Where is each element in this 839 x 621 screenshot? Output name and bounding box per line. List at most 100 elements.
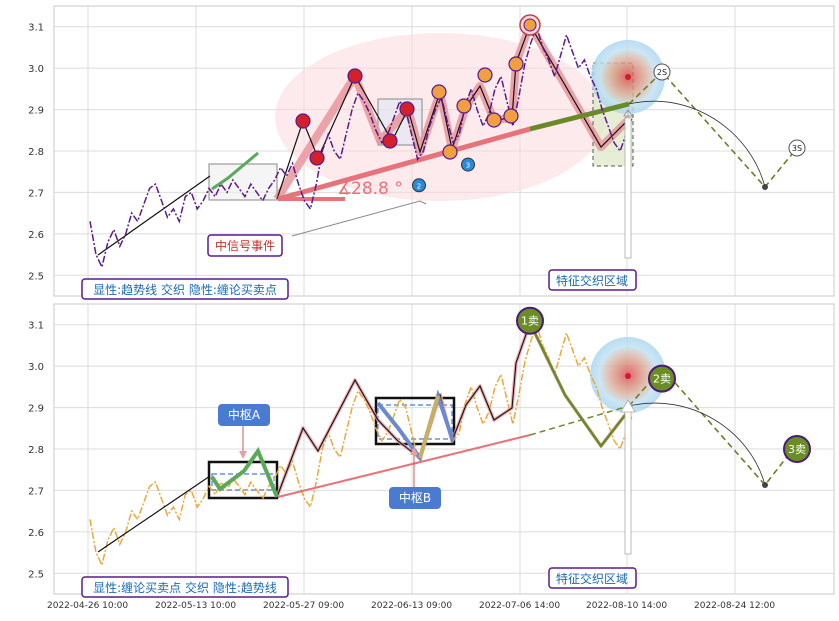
- projection-arc-bottom: [628, 402, 766, 486]
- center-a-label-box: [218, 404, 270, 426]
- red-support-line: [277, 126, 531, 202]
- projection-node-top: [762, 184, 768, 190]
- signal-markers: 1卖 2卖 3卖: [516, 306, 811, 463]
- center-b-inner: [377, 404, 453, 440]
- zone-arrow-shaft-top: [624, 117, 632, 259]
- sell-marker: [295, 113, 311, 129]
- marker-group: [295, 14, 541, 166]
- bottom-y-axis: 2.5 2.6 2.7 2.8 2.9 3.0 3.1: [28, 321, 44, 581]
- trend-line-bottom-1: [97, 475, 211, 553]
- signal-marker: [783, 435, 811, 463]
- support-line-bottom: [277, 434, 531, 498]
- top-panel: 2.5 2.6 2.7 2.8 2.9 3.0 3.1: [28, 5, 835, 300]
- projection-labels: 2S 3S: [653, 63, 806, 157]
- y-tick-label: 2.5: [28, 271, 44, 282]
- y-tick-label: 3.0: [28, 64, 44, 75]
- zone-arrow-head-bottom: [620, 399, 636, 413]
- y-tick-label: 2.8: [28, 445, 44, 456]
- legend-box-bottom: [81, 576, 289, 598]
- sell-marker: [477, 67, 493, 83]
- zone-arrow-shaft-bottom: [624, 409, 632, 555]
- center-b-stroke-gold: [418, 395, 440, 459]
- price-line-top: [89, 24, 633, 270]
- center-a-inner: [211, 473, 275, 491]
- signal-marker: [648, 364, 676, 393]
- x-tick-label: 2022-08-24 12:00: [694, 601, 775, 611]
- sell-marker: [456, 98, 472, 114]
- signal-marker: [516, 306, 544, 335]
- center-a-stroke-bottom: [210, 446, 279, 498]
- bottom-panel: 2.52.62.72.82.93.03.1 2022-04-26 10:00 20…: [28, 303, 835, 611]
- projection-path-top: [628, 70, 798, 189]
- angle-marker: ∡: [337, 179, 352, 199]
- zone-label-top: 特征交织区域: [556, 273, 628, 288]
- projection-circle-3s: [788, 139, 806, 157]
- zone-label-box-bottom: [548, 567, 637, 589]
- center-b-label-box: [389, 487, 441, 509]
- zhongshu-marker-label: 2: [417, 182, 421, 190]
- center-a-label: 中枢A: [228, 407, 261, 422]
- sell-marker: [431, 84, 447, 100]
- x-tick-label: 2022-08-10 14:00: [586, 601, 667, 611]
- x-tick-label: 2022-07-06 14:00: [479, 601, 560, 611]
- x-tick-label: 2022-06-13 09:00: [371, 601, 452, 611]
- trend-line-1: [97, 175, 211, 256]
- y-tick-label: 2.7: [28, 486, 44, 497]
- signal-label: 2卖: [653, 373, 671, 386]
- sell-marker: [503, 108, 519, 124]
- y-tick-label: 2.8: [28, 147, 44, 158]
- x-tick-label: 2022-05-27 09:00: [263, 601, 344, 611]
- sell-marker: [399, 101, 415, 117]
- sell-marker: [347, 68, 363, 84]
- sell-path-bottom: [528, 322, 630, 449]
- top-y-axis: 2.5 2.6 2.7 2.8 2.9 3.0 3.1: [28, 23, 44, 283]
- event-arrow: [291, 200, 427, 237]
- projection-arc-top: [628, 100, 766, 188]
- green-trend-line-bottom: [529, 405, 630, 436]
- legend-label-top: 显性:趋势线 交织 隐性:缠论买卖点: [93, 282, 277, 297]
- angle-label: 28.8 °: [351, 179, 403, 199]
- projection-path-bottom: [628, 366, 798, 487]
- zone-label-box-top: [548, 269, 637, 291]
- y-tick-label: 2.9: [28, 404, 44, 415]
- x-axis: 2022-04-26 10:00 2022-05-13 10:00 2022-05-…: [47, 601, 775, 611]
- target-center-bottom: [625, 373, 631, 379]
- zhongshu-marker: [412, 178, 426, 193]
- projection-node-bottom: [762, 482, 768, 488]
- center-a-pointer-head: [239, 451, 247, 459]
- y-tick-label: 3.1: [28, 321, 44, 332]
- legend-label-bottom: 显性:缠论买卖点 交织 隐性:趋势线: [93, 580, 277, 595]
- sell-marker: [508, 56, 524, 72]
- y-tick-label: 3.0: [28, 362, 44, 373]
- zone-label-bottom: 特征交织区域: [556, 571, 628, 586]
- x-tick-label: 2022-05-13 10:00: [155, 601, 236, 611]
- event-label: 中信号事件: [215, 238, 275, 253]
- event-label-box: [207, 234, 283, 257]
- price-line-bottom: [89, 322, 633, 568]
- center-a-stroke: [211, 151, 259, 191]
- green-trend-line: [529, 101, 630, 132]
- projection-circle-2s: [653, 63, 671, 81]
- signal-label: 1卖: [521, 315, 539, 328]
- y-tick-label: 2.9: [28, 106, 44, 117]
- center-b-pointer-head: [410, 447, 418, 455]
- signal-label: 3卖: [788, 443, 806, 456]
- y-tick-label: 3.1: [28, 23, 44, 34]
- center-b-label: 中枢B: [399, 490, 431, 505]
- target-center: [625, 74, 631, 80]
- x-tick-label: 2022-04-26 10:00: [47, 601, 128, 611]
- sell-marker: [309, 150, 325, 166]
- y-tick-label: 2.5: [28, 569, 44, 580]
- y-tick-label: 2.7: [28, 188, 44, 199]
- zhongshu-marker: [461, 157, 475, 172]
- zhongshu-marker-label: 3: [466, 162, 470, 170]
- projection-label-3s: 3S: [792, 144, 802, 153]
- top-marker: [523, 18, 537, 32]
- y-tick-label: 2.6: [28, 528, 44, 539]
- center-a-box: [207, 460, 279, 500]
- sell-marker: [486, 112, 502, 128]
- sell-marker: [442, 144, 458, 160]
- y-tick-label: 2.6: [28, 230, 44, 241]
